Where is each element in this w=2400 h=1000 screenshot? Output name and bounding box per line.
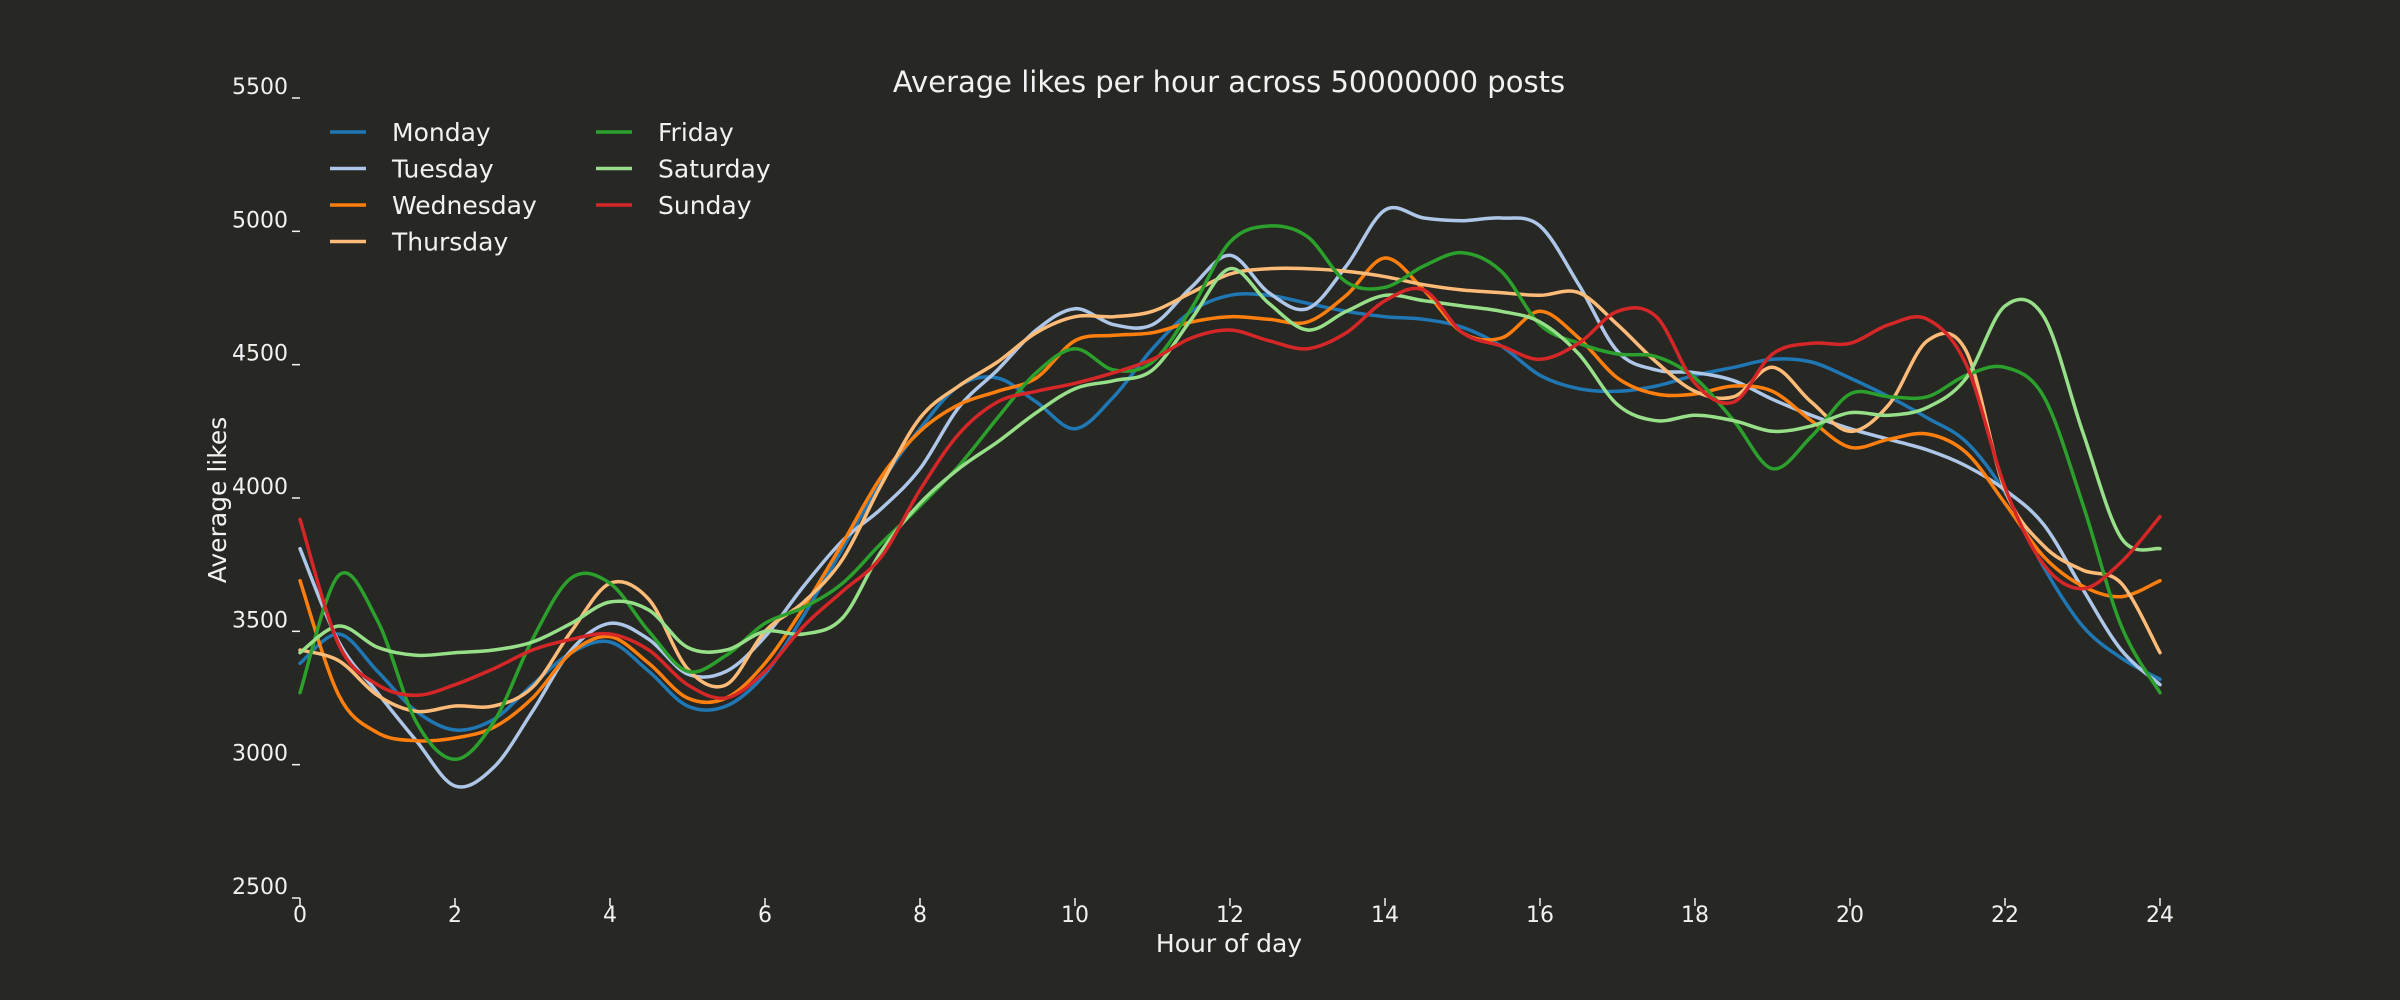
legend-label-sunday: Sunday [658, 191, 752, 220]
chart-title: Average likes per hour across 50000000 p… [893, 65, 1565, 99]
y-axis-ticks: 2500 3000 3500 4000 4500 5000 5500 [232, 75, 300, 900]
x-tick-label: 2 [448, 903, 462, 928]
x-tick-label: 18 [1681, 903, 1709, 928]
x-tick-label: 8 [913, 903, 927, 928]
x-axis-title: Hour of day [1156, 929, 1302, 958]
series-line-monday [298, 292, 2162, 732]
series-line-sunday [298, 286, 2162, 701]
legend-label-wednesday: Wednesday [392, 191, 537, 220]
series-line-wednesday [298, 256, 2162, 743]
y-tick-label: 2500 [232, 875, 288, 900]
x-tick-label: 14 [1371, 903, 1399, 928]
series-lines [298, 205, 2162, 789]
x-tick-label: 24 [2146, 903, 2174, 928]
x-axis-ticks: 0 2 4 6 8 10 12 14 16 18 20 22 24 [293, 898, 2174, 928]
series-line-friday [298, 224, 2162, 762]
x-tick-label: 0 [293, 903, 307, 928]
legend-label-friday: Friday [658, 118, 734, 147]
y-axis-title: Average likes [203, 417, 232, 584]
x-tick-label: 20 [1836, 903, 1864, 928]
legend-label-thursday: Thursday [391, 228, 508, 257]
x-tick-label: 6 [758, 903, 772, 928]
y-tick-label: 5500 [232, 75, 288, 100]
series-line-saturday [298, 266, 2162, 658]
y-tick-label: 3500 [232, 608, 288, 633]
y-tick-label: 4000 [232, 475, 288, 500]
x-tick-label: 16 [1526, 903, 1554, 928]
y-tick-label: 5000 [232, 208, 288, 233]
x-tick-label: 22 [1991, 903, 2019, 928]
series-line-tuesday [298, 205, 2162, 789]
legend-label-monday: Monday [392, 118, 491, 147]
y-tick-label: 4500 [232, 342, 288, 367]
x-tick-label: 4 [603, 903, 617, 928]
series-line-thursday [298, 266, 2162, 714]
legend-label-tuesday: Tuesday [391, 155, 494, 184]
y-tick-label: 3000 [232, 742, 288, 767]
legend: Monday Tuesday Wednesday Thursday Friday Satu… [330, 118, 771, 257]
legend-label-saturday: Saturday [658, 155, 771, 184]
x-tick-label: 12 [1216, 903, 1244, 928]
x-tick-label: 10 [1061, 903, 1089, 928]
